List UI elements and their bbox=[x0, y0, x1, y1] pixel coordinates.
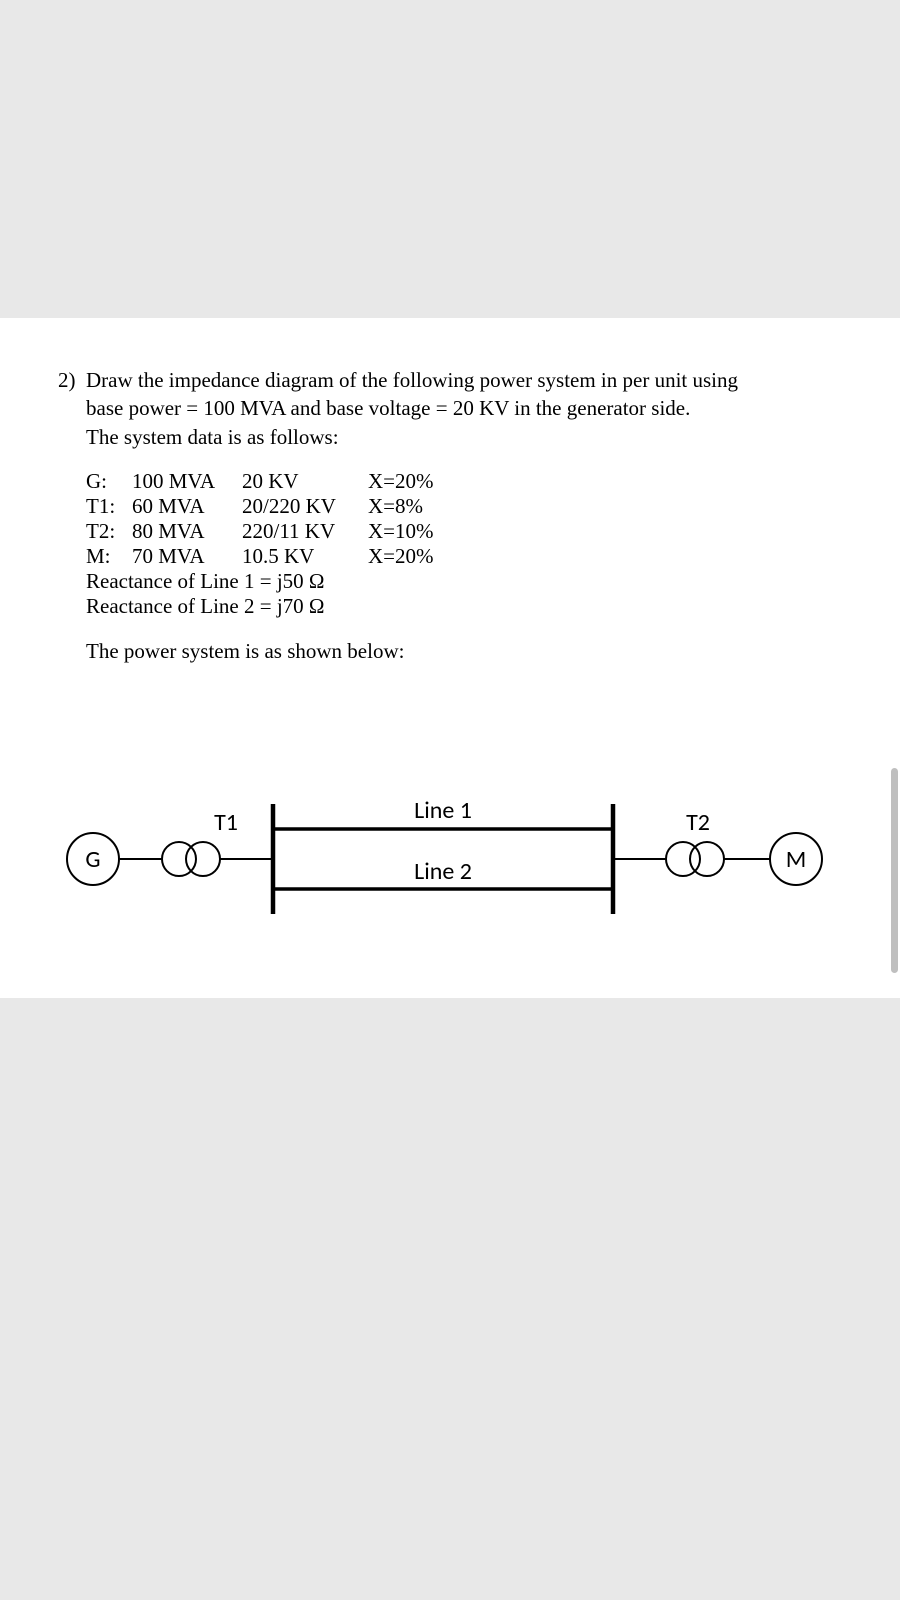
system-data-table: G: 100 MVA 20 KV X=20% T1: 60 MVA 20/220… bbox=[86, 469, 852, 569]
component-mva: 60 MVA bbox=[132, 494, 242, 519]
component-kv: 20 KV bbox=[242, 469, 368, 494]
question-line-2: base power = 100 MVA and base voltage = … bbox=[86, 394, 852, 422]
question-text: 2)Draw the impedance diagram of the foll… bbox=[58, 366, 852, 451]
component-kv: 10.5 KV bbox=[242, 544, 368, 569]
component-kv: 20/220 KV bbox=[242, 494, 368, 519]
component-label: G: bbox=[86, 469, 132, 494]
component-label: T2: bbox=[86, 519, 132, 544]
t1-label: T1 bbox=[214, 808, 238, 837]
line1-label: Line 1 bbox=[414, 796, 472, 825]
question-line-3: The system data is as follows: bbox=[86, 423, 852, 451]
motor-label: M bbox=[786, 845, 807, 874]
power-system-diagram: G T1 Line 1 Line 2 T2 bbox=[58, 774, 852, 934]
transformer-coil bbox=[690, 842, 724, 876]
table-row: T2: 80 MVA 220/11 KV X=10% bbox=[86, 519, 852, 544]
line2-label: Line 2 bbox=[414, 857, 472, 886]
component-x: X=10% bbox=[368, 519, 488, 544]
table-row: G: 100 MVA 20 KV X=20% bbox=[86, 469, 852, 494]
scrollbar-thumb[interactable] bbox=[891, 768, 898, 973]
component-x: X=8% bbox=[368, 494, 488, 519]
t2-label: T2 bbox=[686, 808, 710, 837]
generator-label: G bbox=[85, 845, 100, 874]
component-mva: 70 MVA bbox=[132, 544, 242, 569]
table-row: M: 70 MVA 10.5 KV X=20% bbox=[86, 544, 852, 569]
component-mva: 100 MVA bbox=[132, 469, 242, 494]
component-x: X=20% bbox=[368, 469, 488, 494]
reactance-line2: Reactance of Line 2 = j70 Ω bbox=[86, 594, 852, 619]
question-number: 2) bbox=[58, 366, 86, 394]
problem-page: 2)Draw the impedance diagram of the foll… bbox=[0, 318, 900, 998]
diagram-note: The power system is as shown below: bbox=[86, 639, 852, 664]
reactance-line1: Reactance of Line 1 = j50 Ω bbox=[86, 569, 852, 594]
table-row: T1: 60 MVA 20/220 KV X=8% bbox=[86, 494, 852, 519]
transformer-coil bbox=[186, 842, 220, 876]
component-mva: 80 MVA bbox=[132, 519, 242, 544]
component-label: M: bbox=[86, 544, 132, 569]
component-label: T1: bbox=[86, 494, 132, 519]
component-kv: 220/11 KV bbox=[242, 519, 368, 544]
question-line-1: Draw the impedance diagram of the follow… bbox=[86, 368, 738, 392]
component-x: X=20% bbox=[368, 544, 488, 569]
